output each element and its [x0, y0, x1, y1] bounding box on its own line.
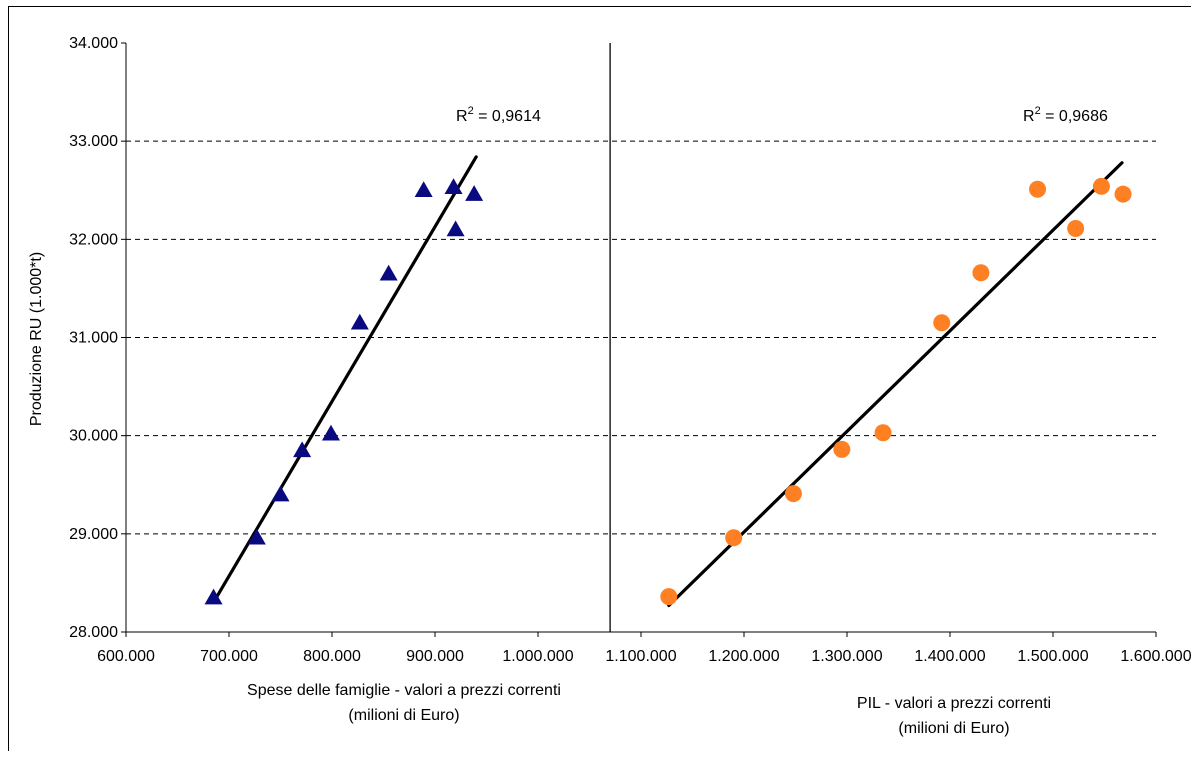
panel1-xlabel-line2: (milioni di Euro)	[348, 707, 459, 724]
circle-point	[874, 424, 892, 442]
panel2-xlabel-line2: (milioni di Euro)	[898, 720, 1009, 737]
x-tick-label: 1.500.000	[1017, 648, 1088, 665]
triangle-point	[293, 441, 312, 458]
circle-point	[833, 440, 851, 458]
triangle-point	[271, 485, 290, 502]
y-tick-label: 30.000	[69, 428, 118, 445]
y-tick-label: 28.000	[69, 624, 118, 641]
circle-point	[660, 588, 678, 606]
panel2-xlabel-line1: PIL - valori a prezzi correnti	[857, 695, 1051, 712]
x-tick-label: 800.000	[303, 648, 361, 665]
panel2-r2-label: R2 = 0,9686	[1023, 105, 1108, 125]
circle-point	[784, 485, 802, 503]
y-tick-label: 29.000	[69, 526, 118, 543]
x-tick-label: 1.400.000	[914, 648, 985, 665]
triangle-point	[350, 313, 369, 330]
x-tick-label: 1.600.000	[1120, 648, 1191, 665]
axes: 28.000 29.000 30.000 31.000 32.000 33.000 34.0…	[69, 35, 1192, 665]
x-tick-label: 600.000	[97, 648, 155, 665]
triangle-point	[446, 220, 465, 237]
y-axis-label: Produzione RU (1.000*t)	[28, 252, 45, 426]
circle-point	[1029, 180, 1047, 198]
triangle-point	[379, 264, 398, 281]
triangle-point	[465, 185, 484, 201]
circle-point	[725, 529, 743, 547]
triangle-point	[444, 178, 463, 195]
x-tick-label: 1.200.000	[708, 648, 779, 665]
circle-point	[972, 264, 990, 282]
triangle-point	[247, 528, 266, 545]
scatter-chart: 28.000 29.000 30.000 31.000 32.000 33.000 34.0…	[28, 35, 1192, 737]
circle-point	[1092, 177, 1110, 195]
circle-point	[933, 314, 951, 332]
trendline-panel1	[212, 155, 478, 603]
trendlines	[212, 155, 1124, 608]
x-tick-label: 1.300.000	[811, 648, 882, 665]
circle-point	[1114, 185, 1132, 203]
panel1-xlabel-line1: Spese delle famiglie - valori a prezzi c…	[247, 682, 561, 699]
triangle-point	[321, 424, 340, 441]
triangle-point	[204, 588, 223, 605]
x-tick-label: 1.000.000	[502, 648, 573, 665]
circle-point	[1067, 220, 1085, 238]
chart-frame: 28.000 29.000 30.000 31.000 32.000 33.000 34.0…	[8, 6, 1192, 751]
triangle-point	[414, 181, 433, 197]
gridlines	[126, 140, 1156, 535]
y-tick-label: 31.000	[69, 330, 118, 347]
y-tick-label: 33.000	[69, 133, 118, 150]
y-tick-label: 34.000	[69, 35, 118, 52]
panel1-r2-label: R2 = 0,9614	[456, 105, 541, 125]
trendline-panel2	[667, 161, 1124, 608]
x-tick-label: 900.000	[406, 648, 464, 665]
y-tick-label: 32.000	[69, 231, 118, 248]
x-tick-label: 700.000	[200, 648, 258, 665]
x-tick-label: 1.100.000	[605, 648, 676, 665]
markers	[204, 177, 1132, 606]
labels: Produzione RU (1.000*t) Spese delle fami…	[28, 105, 1108, 737]
